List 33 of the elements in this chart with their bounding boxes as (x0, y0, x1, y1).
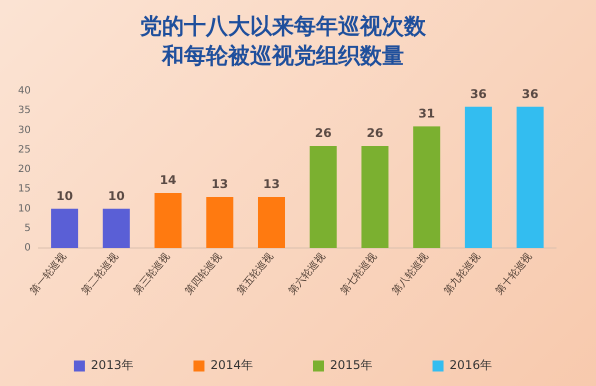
y-tick-label: 25 (18, 144, 31, 156)
x-tick-label: 第十轮巡视 (493, 250, 534, 297)
y-tick-label: 5 (24, 222, 31, 234)
legend-label: 2016年 (450, 358, 492, 372)
chart-subtitle: 和每轮被巡视党组织数量 (161, 44, 404, 69)
x-tick-label: 第七轮巡视 (338, 250, 380, 297)
data-label: 10 (108, 188, 125, 203)
y-tick-label: 40 (18, 86, 31, 97)
data-label: 13 (211, 177, 228, 192)
y-tick-label: 15 (18, 184, 31, 195)
data-label: 36 (470, 86, 487, 101)
legend-label: 2015年 (330, 358, 373, 372)
data-label: 13 (263, 177, 280, 192)
chart-title: 党的十八大以来每年巡视次数 (139, 14, 427, 40)
data-label: 31 (418, 106, 436, 120)
x-tick-label: 第五轮巡视 (234, 250, 276, 297)
data-label: 26 (314, 126, 332, 140)
x-tick-label: 第三轮巡视 (130, 250, 172, 297)
legend-label: 2014年 (210, 358, 254, 372)
data-label: 10 (56, 188, 73, 203)
y-tick-label: 20 (18, 164, 31, 176)
x-tick-label: 第九轮巡视 (441, 250, 483, 297)
legend-label: 2013年 (90, 358, 134, 372)
y-tick-label: 35 (18, 105, 31, 116)
data-label: 14 (160, 173, 176, 188)
data-label: 36 (522, 86, 538, 101)
data-label: 26 (366, 126, 384, 140)
x-tick-label: 第四轮巡视 (182, 250, 224, 297)
x-tick-label: 第六轮巡视 (286, 250, 328, 297)
y-tick-label: 30 (18, 124, 31, 136)
x-tick-label: 第八轮巡视 (390, 250, 431, 297)
x-tick-label: 第二轮巡视 (79, 250, 121, 297)
y-tick-label: 10 (18, 203, 31, 214)
